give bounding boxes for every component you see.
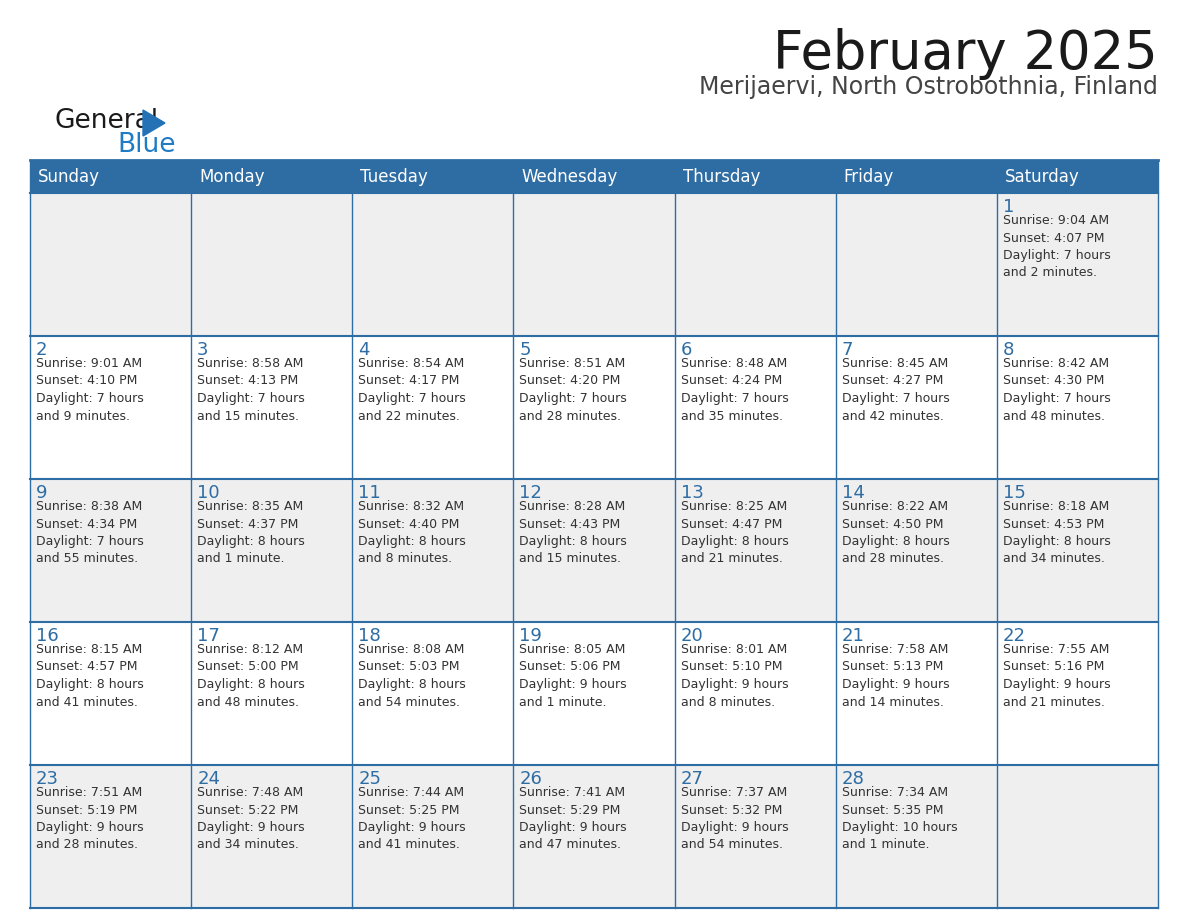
Text: 19: 19 bbox=[519, 627, 542, 645]
Text: 22: 22 bbox=[1003, 627, 1026, 645]
Text: 14: 14 bbox=[842, 484, 865, 502]
Text: 5: 5 bbox=[519, 341, 531, 359]
Text: 7: 7 bbox=[842, 341, 853, 359]
Text: Sunrise: 8:28 AM
Sunset: 4:43 PM
Daylight: 8 hours
and 15 minutes.: Sunrise: 8:28 AM Sunset: 4:43 PM Dayligh… bbox=[519, 500, 627, 565]
Text: 20: 20 bbox=[681, 627, 703, 645]
Text: 13: 13 bbox=[681, 484, 703, 502]
Text: Sunrise: 7:41 AM
Sunset: 5:29 PM
Daylight: 9 hours
and 47 minutes.: Sunrise: 7:41 AM Sunset: 5:29 PM Dayligh… bbox=[519, 786, 627, 852]
Text: Friday: Friday bbox=[843, 167, 893, 185]
Text: 1: 1 bbox=[1003, 198, 1015, 216]
Text: Sunrise: 7:48 AM
Sunset: 5:22 PM
Daylight: 9 hours
and 34 minutes.: Sunrise: 7:48 AM Sunset: 5:22 PM Dayligh… bbox=[197, 786, 305, 852]
Text: Sunrise: 8:01 AM
Sunset: 5:10 PM
Daylight: 9 hours
and 8 minutes.: Sunrise: 8:01 AM Sunset: 5:10 PM Dayligh… bbox=[681, 643, 788, 709]
Text: Sunrise: 7:37 AM
Sunset: 5:32 PM
Daylight: 9 hours
and 54 minutes.: Sunrise: 7:37 AM Sunset: 5:32 PM Dayligh… bbox=[681, 786, 788, 852]
Text: 26: 26 bbox=[519, 770, 542, 788]
Text: Sunrise: 8:38 AM
Sunset: 4:34 PM
Daylight: 7 hours
and 55 minutes.: Sunrise: 8:38 AM Sunset: 4:34 PM Dayligh… bbox=[36, 500, 144, 565]
Text: Sunrise: 7:55 AM
Sunset: 5:16 PM
Daylight: 9 hours
and 21 minutes.: Sunrise: 7:55 AM Sunset: 5:16 PM Dayligh… bbox=[1003, 643, 1111, 709]
Text: 2: 2 bbox=[36, 341, 48, 359]
Text: Sunday: Sunday bbox=[38, 167, 100, 185]
Text: Sunrise: 8:08 AM
Sunset: 5:03 PM
Daylight: 8 hours
and 54 minutes.: Sunrise: 8:08 AM Sunset: 5:03 PM Dayligh… bbox=[359, 643, 466, 709]
Text: Sunrise: 7:44 AM
Sunset: 5:25 PM
Daylight: 9 hours
and 41 minutes.: Sunrise: 7:44 AM Sunset: 5:25 PM Dayligh… bbox=[359, 786, 466, 852]
Text: Blue: Blue bbox=[116, 132, 176, 158]
Text: 28: 28 bbox=[842, 770, 865, 788]
Text: Sunrise: 8:51 AM
Sunset: 4:20 PM
Daylight: 7 hours
and 28 minutes.: Sunrise: 8:51 AM Sunset: 4:20 PM Dayligh… bbox=[519, 357, 627, 422]
Text: Sunrise: 8:42 AM
Sunset: 4:30 PM
Daylight: 7 hours
and 48 minutes.: Sunrise: 8:42 AM Sunset: 4:30 PM Dayligh… bbox=[1003, 357, 1111, 422]
Text: Sunrise: 8:25 AM
Sunset: 4:47 PM
Daylight: 8 hours
and 21 minutes.: Sunrise: 8:25 AM Sunset: 4:47 PM Dayligh… bbox=[681, 500, 789, 565]
Bar bbox=[30, 336, 1158, 479]
Text: 6: 6 bbox=[681, 341, 691, 359]
Text: 17: 17 bbox=[197, 627, 220, 645]
Text: 15: 15 bbox=[1003, 484, 1025, 502]
Text: 16: 16 bbox=[36, 627, 58, 645]
Text: 25: 25 bbox=[359, 770, 381, 788]
Text: 10: 10 bbox=[197, 484, 220, 502]
Text: Sunrise: 8:22 AM
Sunset: 4:50 PM
Daylight: 8 hours
and 28 minutes.: Sunrise: 8:22 AM Sunset: 4:50 PM Dayligh… bbox=[842, 500, 949, 565]
Text: General: General bbox=[55, 108, 159, 134]
Text: Merijaervi, North Ostrobothnia, Finland: Merijaervi, North Ostrobothnia, Finland bbox=[699, 75, 1158, 99]
Text: February 2025: February 2025 bbox=[773, 28, 1158, 80]
Text: 3: 3 bbox=[197, 341, 209, 359]
Text: Sunrise: 9:04 AM
Sunset: 4:07 PM
Daylight: 7 hours
and 2 minutes.: Sunrise: 9:04 AM Sunset: 4:07 PM Dayligh… bbox=[1003, 214, 1111, 279]
Text: Sunrise: 7:58 AM
Sunset: 5:13 PM
Daylight: 9 hours
and 14 minutes.: Sunrise: 7:58 AM Sunset: 5:13 PM Dayligh… bbox=[842, 643, 949, 709]
Text: 4: 4 bbox=[359, 341, 369, 359]
Text: 8: 8 bbox=[1003, 341, 1015, 359]
Text: Sunrise: 8:45 AM
Sunset: 4:27 PM
Daylight: 7 hours
and 42 minutes.: Sunrise: 8:45 AM Sunset: 4:27 PM Dayligh… bbox=[842, 357, 949, 422]
Text: Sunrise: 8:35 AM
Sunset: 4:37 PM
Daylight: 8 hours
and 1 minute.: Sunrise: 8:35 AM Sunset: 4:37 PM Dayligh… bbox=[197, 500, 305, 565]
Text: Sunrise: 8:58 AM
Sunset: 4:13 PM
Daylight: 7 hours
and 15 minutes.: Sunrise: 8:58 AM Sunset: 4:13 PM Dayligh… bbox=[197, 357, 305, 422]
Polygon shape bbox=[143, 110, 165, 136]
Text: Monday: Monday bbox=[200, 167, 265, 185]
Text: Saturday: Saturday bbox=[1005, 167, 1080, 185]
Text: 11: 11 bbox=[359, 484, 381, 502]
Text: Thursday: Thursday bbox=[683, 167, 760, 185]
Text: 18: 18 bbox=[359, 627, 381, 645]
Text: 24: 24 bbox=[197, 770, 220, 788]
Text: Tuesday: Tuesday bbox=[360, 167, 428, 185]
Bar bbox=[30, 160, 1158, 193]
Bar bbox=[30, 479, 1158, 622]
Bar bbox=[30, 193, 1158, 336]
Text: 9: 9 bbox=[36, 484, 48, 502]
Bar bbox=[30, 765, 1158, 908]
Text: Sunrise: 8:48 AM
Sunset: 4:24 PM
Daylight: 7 hours
and 35 minutes.: Sunrise: 8:48 AM Sunset: 4:24 PM Dayligh… bbox=[681, 357, 789, 422]
Text: 23: 23 bbox=[36, 770, 59, 788]
Text: Sunrise: 8:12 AM
Sunset: 5:00 PM
Daylight: 8 hours
and 48 minutes.: Sunrise: 8:12 AM Sunset: 5:00 PM Dayligh… bbox=[197, 643, 305, 709]
Text: Sunrise: 8:54 AM
Sunset: 4:17 PM
Daylight: 7 hours
and 22 minutes.: Sunrise: 8:54 AM Sunset: 4:17 PM Dayligh… bbox=[359, 357, 466, 422]
Text: Sunrise: 8:15 AM
Sunset: 4:57 PM
Daylight: 8 hours
and 41 minutes.: Sunrise: 8:15 AM Sunset: 4:57 PM Dayligh… bbox=[36, 643, 144, 709]
Text: Sunrise: 8:05 AM
Sunset: 5:06 PM
Daylight: 9 hours
and 1 minute.: Sunrise: 8:05 AM Sunset: 5:06 PM Dayligh… bbox=[519, 643, 627, 709]
Text: Sunrise: 7:34 AM
Sunset: 5:35 PM
Daylight: 10 hours
and 1 minute.: Sunrise: 7:34 AM Sunset: 5:35 PM Dayligh… bbox=[842, 786, 958, 852]
Text: 12: 12 bbox=[519, 484, 542, 502]
Bar bbox=[30, 622, 1158, 765]
Text: Sunrise: 8:32 AM
Sunset: 4:40 PM
Daylight: 8 hours
and 8 minutes.: Sunrise: 8:32 AM Sunset: 4:40 PM Dayligh… bbox=[359, 500, 466, 565]
Text: Sunrise: 8:18 AM
Sunset: 4:53 PM
Daylight: 8 hours
and 34 minutes.: Sunrise: 8:18 AM Sunset: 4:53 PM Dayligh… bbox=[1003, 500, 1111, 565]
Text: 21: 21 bbox=[842, 627, 865, 645]
Text: Sunrise: 9:01 AM
Sunset: 4:10 PM
Daylight: 7 hours
and 9 minutes.: Sunrise: 9:01 AM Sunset: 4:10 PM Dayligh… bbox=[36, 357, 144, 422]
Text: Sunrise: 7:51 AM
Sunset: 5:19 PM
Daylight: 9 hours
and 28 minutes.: Sunrise: 7:51 AM Sunset: 5:19 PM Dayligh… bbox=[36, 786, 144, 852]
Text: 27: 27 bbox=[681, 770, 703, 788]
Text: Wednesday: Wednesday bbox=[522, 167, 618, 185]
